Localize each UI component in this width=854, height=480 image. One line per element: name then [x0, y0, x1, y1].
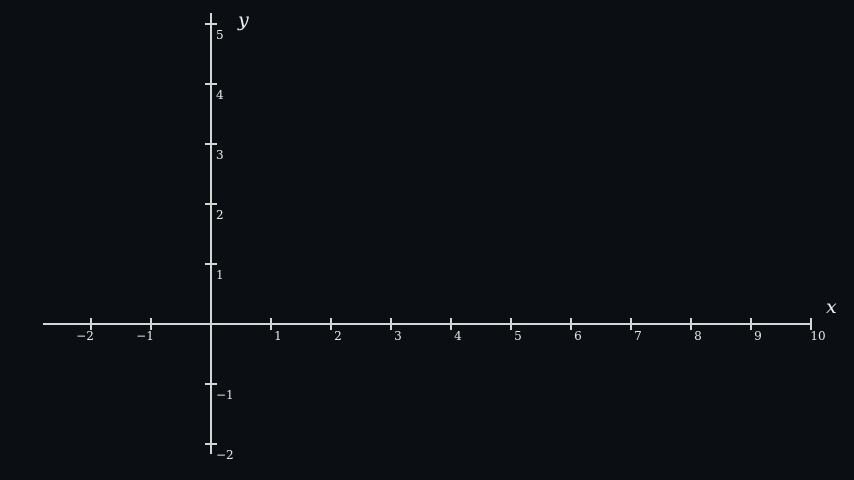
- x-tick-label: 6: [574, 329, 582, 343]
- x-tick-label: 9: [754, 329, 762, 343]
- y-tick-label: −2: [216, 448, 234, 462]
- x-tick-label: 2: [334, 329, 342, 343]
- x-ticks: −2 −1 1 2 3 4 5 6 7 8 9 10: [76, 318, 826, 343]
- y-axis-label: y: [237, 9, 249, 31]
- x-tick-label: 5: [514, 329, 522, 343]
- x-tick-label: 7: [634, 329, 642, 343]
- x-tick-label: 3: [394, 329, 402, 343]
- y-tick-label: 5: [216, 28, 224, 42]
- y-tick-label: 1: [216, 268, 224, 282]
- y-tick-label: −1: [216, 388, 234, 402]
- x-tick-label: 10: [810, 329, 825, 343]
- y-tick-label: 4: [216, 88, 224, 102]
- x-tick-label: −2: [76, 329, 94, 343]
- y-ticks: −2 −1 1 2 3 4 5: [205, 23, 234, 462]
- x-tick-label: −1: [136, 329, 154, 343]
- x-tick-label: 1: [274, 329, 282, 343]
- x-axis-label: x: [826, 296, 837, 318]
- x-tick-label: 8: [694, 329, 702, 343]
- y-tick-label: 2: [216, 208, 224, 222]
- y-tick-label: 3: [216, 148, 224, 162]
- x-tick-label: 4: [454, 329, 462, 343]
